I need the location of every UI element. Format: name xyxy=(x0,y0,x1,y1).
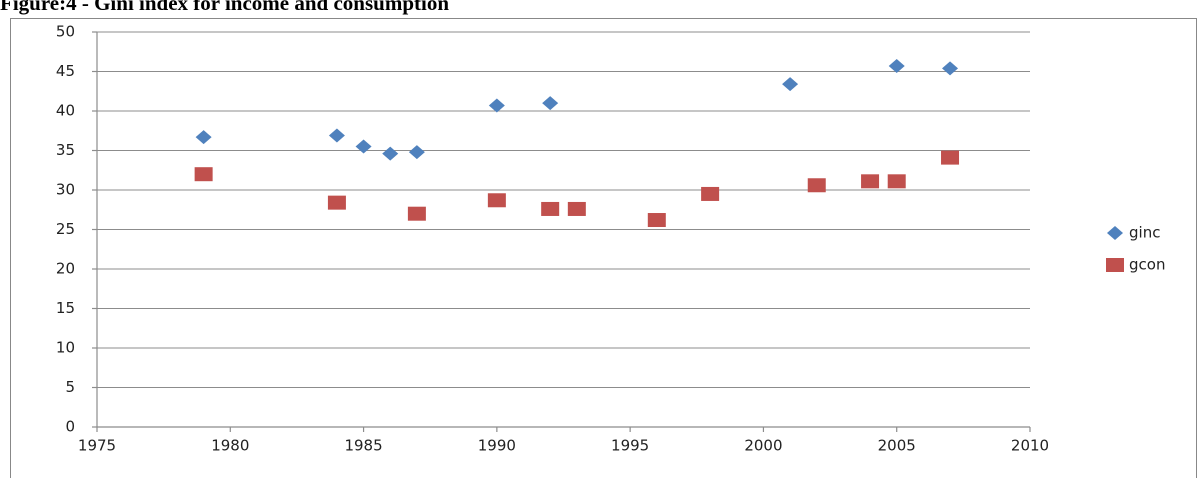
point xyxy=(408,145,425,160)
legend-label: gcon xyxy=(1129,256,1165,274)
point xyxy=(541,201,560,216)
x-tick-label: 2005 xyxy=(878,437,916,455)
point xyxy=(382,146,399,161)
y-tick-label: 0 xyxy=(65,418,75,436)
y-tick-label: 50 xyxy=(56,23,75,41)
point xyxy=(407,206,426,221)
point xyxy=(941,150,960,165)
legend-marker xyxy=(1106,258,1124,272)
point xyxy=(861,174,880,189)
x-tick-label: 1995 xyxy=(611,437,649,455)
legend-label: ginc xyxy=(1129,224,1160,242)
point xyxy=(942,61,959,76)
y-tick-label: 25 xyxy=(56,220,75,238)
point xyxy=(327,195,346,210)
x-tick-label: 1985 xyxy=(344,437,382,455)
y-tick-label: 10 xyxy=(56,339,75,357)
y-tick-label: 15 xyxy=(56,299,75,317)
point xyxy=(888,58,905,73)
point xyxy=(542,96,559,111)
y-tick-label: 20 xyxy=(56,260,75,278)
x-tick-label: 2010 xyxy=(1011,437,1049,455)
point xyxy=(807,178,826,193)
point xyxy=(488,98,505,113)
y-tick-label: 5 xyxy=(65,378,75,396)
point xyxy=(567,201,586,216)
point xyxy=(487,193,506,208)
y-tick-label: 45 xyxy=(56,62,75,80)
point xyxy=(195,130,212,145)
point xyxy=(782,77,799,92)
point xyxy=(194,167,213,182)
x-tick-label: 1980 xyxy=(211,437,249,455)
chart-frame xyxy=(10,18,1197,478)
point xyxy=(355,139,372,154)
x-tick-label: 1990 xyxy=(478,437,516,455)
point xyxy=(647,213,666,228)
x-tick-label: 2000 xyxy=(744,437,782,455)
legend-marker xyxy=(1107,226,1123,240)
point xyxy=(328,128,345,143)
point xyxy=(701,186,720,201)
y-tick-label: 35 xyxy=(56,141,75,159)
point xyxy=(887,174,906,189)
chart-title: Figure:4 - Gini index for income and con… xyxy=(0,0,449,15)
y-tick-label: 40 xyxy=(56,102,75,120)
y-tick-label: 30 xyxy=(56,181,75,199)
x-tick-label: 1975 xyxy=(78,437,116,455)
